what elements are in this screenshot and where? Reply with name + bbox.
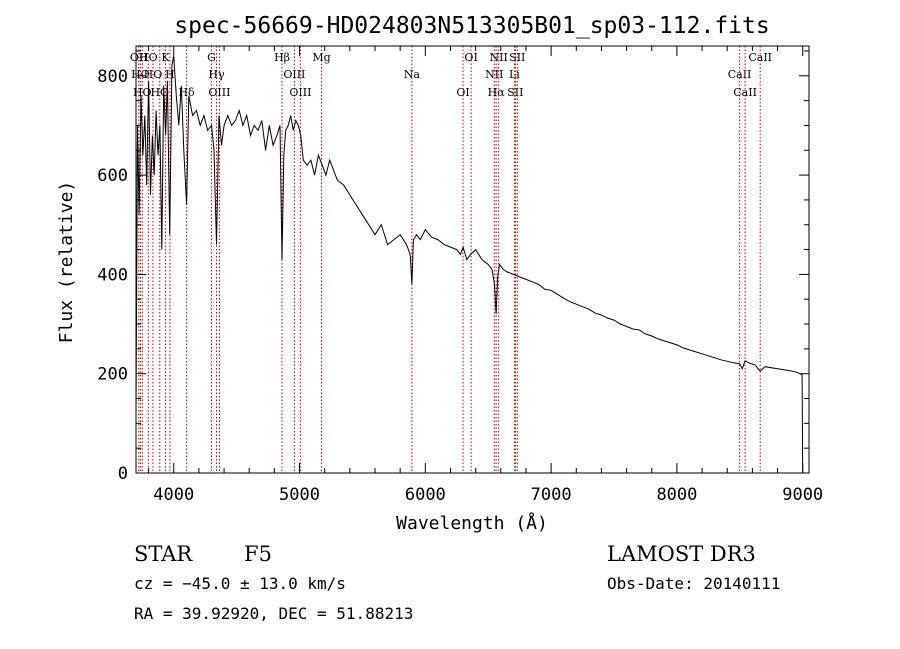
spectral-line-label: SII	[509, 51, 525, 64]
spectral-line-label: OI	[464, 51, 477, 64]
x-tick-label: 9000	[782, 485, 823, 505]
spectral-line-label: Hβ	[274, 51, 290, 64]
spectral-line-label: OIII	[289, 86, 311, 99]
y-axis: 0 200 400 600 800	[97, 50, 809, 484]
y-tick-label: 600	[97, 166, 128, 186]
flux-series-line	[135, 55, 804, 474]
y-axis-label: Flux (relative)	[56, 181, 77, 344]
x-axis: 4000 5000 6000 7000 8000 9000	[148, 46, 823, 505]
spectral-line-label: CaII	[748, 51, 772, 64]
spectral-line-label: HO	[150, 86, 169, 99]
x-tick-label: 8000	[656, 485, 697, 505]
spectral-line-label: Mg	[312, 51, 330, 64]
spectral-line-markers: OIIHOHOHOHOHOKHHδGHγOIIIHβOIIIOIIIMgNaOI…	[130, 46, 772, 473]
plot-frame	[135, 45, 810, 474]
spectral-line-label: G	[207, 51, 216, 64]
spectral-line-label: CaII	[728, 68, 752, 81]
spectral-line-label: NII	[490, 51, 508, 64]
spectral-line-label: HO	[139, 51, 158, 64]
x-tick-label: 5000	[279, 485, 320, 505]
spectral-line-label: Hα	[488, 86, 506, 99]
x-tick-label: 7000	[531, 485, 572, 505]
spectral-line-label: OIII	[283, 68, 305, 81]
spectral-line-label: Na	[404, 68, 421, 81]
x-axis-label: Wavelength (Å)	[396, 512, 548, 534]
spectral-line-label: Li	[509, 68, 520, 81]
y-tick-label: 0	[118, 464, 128, 484]
y-tick-label: 200	[97, 365, 128, 385]
object-class: STAR	[134, 542, 193, 566]
y-tick-label: 400	[97, 265, 128, 285]
coordinates: RA = 39.92920, DEC = 51.88213	[134, 604, 413, 623]
spectral-line-label: OII	[130, 51, 148, 64]
survey-name: LAMOST DR3	[607, 542, 756, 566]
object-subclass: F5	[244, 542, 272, 566]
y-tick-label: 800	[97, 67, 128, 87]
spectral-line-label: OIII	[208, 86, 230, 99]
redshift-cz: cz = −45.0 ± 13.0 km/s	[134, 574, 346, 593]
spectral-line-label: HO	[133, 86, 152, 99]
chart-title: spec-56669-HD024803N513305B01_sp03-112.f…	[174, 13, 769, 39]
observation-date: Obs-Date: 20140111	[607, 574, 780, 593]
spectral-line-label: H	[165, 68, 175, 81]
x-tick-label: 4000	[153, 485, 194, 505]
spectral-line-label: Hδ	[178, 86, 195, 99]
x-tick-label: 6000	[405, 485, 446, 505]
spectral-line-label: CaII	[733, 86, 757, 99]
spectral-line-label: Hγ	[208, 68, 225, 81]
spectral-line-label: OI	[456, 86, 469, 99]
spectral-line-label: SII	[507, 86, 523, 99]
spectral-line-label: HO	[144, 68, 163, 81]
spectral-line-label: NII	[485, 68, 503, 81]
spectral-line-label: K	[161, 51, 170, 64]
